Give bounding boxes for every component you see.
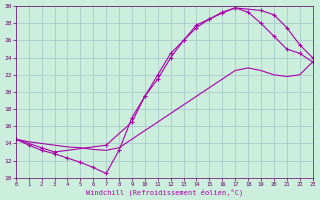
X-axis label: Windchill (Refroidissement éolien,°C): Windchill (Refroidissement éolien,°C) [85, 188, 243, 196]
